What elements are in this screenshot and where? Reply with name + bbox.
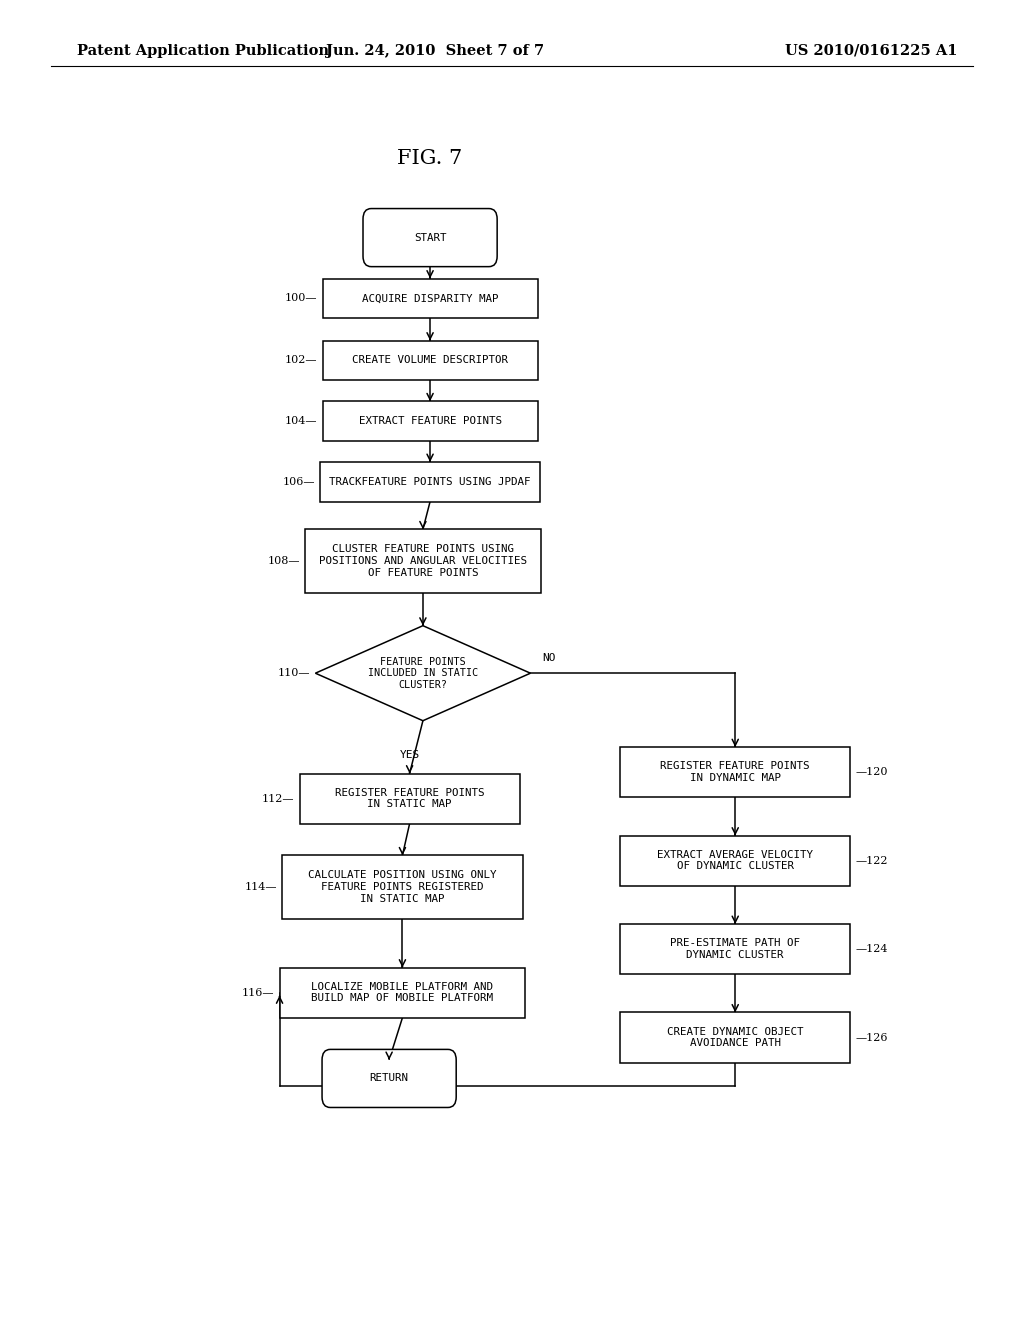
Text: 102—: 102—	[285, 355, 317, 366]
Text: —122: —122	[856, 855, 888, 866]
FancyBboxPatch shape	[323, 279, 538, 318]
FancyBboxPatch shape	[323, 401, 538, 441]
Text: 114—: 114—	[245, 882, 276, 892]
Text: Jun. 24, 2010  Sheet 7 of 7: Jun. 24, 2010 Sheet 7 of 7	[326, 44, 545, 58]
FancyBboxPatch shape	[620, 1012, 850, 1063]
FancyBboxPatch shape	[305, 529, 541, 593]
Text: EXTRACT AVERAGE VELOCITY
OF DYNAMIC CLUSTER: EXTRACT AVERAGE VELOCITY OF DYNAMIC CLUS…	[657, 850, 813, 871]
Text: REGISTER FEATURE POINTS
IN DYNAMIC MAP: REGISTER FEATURE POINTS IN DYNAMIC MAP	[660, 762, 810, 783]
Text: LOCALIZE MOBILE PLATFORM AND
BUILD MAP OF MOBILE PLATFORM: LOCALIZE MOBILE PLATFORM AND BUILD MAP O…	[311, 982, 494, 1003]
Text: YES: YES	[399, 750, 420, 760]
Text: 116—: 116—	[242, 987, 274, 998]
FancyBboxPatch shape	[362, 209, 498, 267]
Text: ACQUIRE DISPARITY MAP: ACQUIRE DISPARITY MAP	[361, 293, 499, 304]
FancyBboxPatch shape	[300, 774, 520, 824]
Text: START: START	[414, 232, 446, 243]
FancyBboxPatch shape	[322, 1049, 457, 1107]
Text: —120: —120	[856, 767, 888, 777]
FancyBboxPatch shape	[280, 968, 525, 1018]
FancyBboxPatch shape	[319, 462, 541, 502]
Text: CREATE VOLUME DESCRIPTOR: CREATE VOLUME DESCRIPTOR	[352, 355, 508, 366]
Text: RETURN: RETURN	[370, 1073, 409, 1084]
Text: Patent Application Publication: Patent Application Publication	[77, 44, 329, 58]
Text: TRACKFEATURE POINTS USING JPDAF: TRACKFEATURE POINTS USING JPDAF	[330, 477, 530, 487]
Text: 104—: 104—	[285, 416, 317, 426]
Text: 106—: 106—	[283, 477, 315, 487]
Text: 108—: 108—	[267, 556, 300, 566]
Polygon shape	[315, 626, 530, 721]
Text: CALCULATE POSITION USING ONLY
FEATURE POINTS REGISTERED
IN STATIC MAP: CALCULATE POSITION USING ONLY FEATURE PO…	[308, 870, 497, 904]
FancyBboxPatch shape	[620, 747, 850, 797]
Text: NO: NO	[543, 652, 556, 663]
Text: —124: —124	[856, 944, 888, 954]
Text: PRE-ESTIMATE PATH OF
DYNAMIC CLUSTER: PRE-ESTIMATE PATH OF DYNAMIC CLUSTER	[671, 939, 800, 960]
FancyBboxPatch shape	[620, 924, 850, 974]
Text: 100—: 100—	[285, 293, 317, 304]
Text: US 2010/0161225 A1: US 2010/0161225 A1	[785, 44, 957, 58]
FancyBboxPatch shape	[323, 341, 538, 380]
Text: —126: —126	[856, 1032, 888, 1043]
Text: CREATE DYNAMIC OBJECT
AVOIDANCE PATH: CREATE DYNAMIC OBJECT AVOIDANCE PATH	[667, 1027, 804, 1048]
Text: CLUSTER FEATURE POINTS USING
POSITIONS AND ANGULAR VELOCITIES
OF FEATURE POINTS: CLUSTER FEATURE POINTS USING POSITIONS A…	[318, 544, 527, 578]
Text: EXTRACT FEATURE POINTS: EXTRACT FEATURE POINTS	[358, 416, 502, 426]
Text: REGISTER FEATURE POINTS
IN STATIC MAP: REGISTER FEATURE POINTS IN STATIC MAP	[335, 788, 484, 809]
FancyBboxPatch shape	[283, 855, 522, 919]
FancyBboxPatch shape	[620, 836, 850, 886]
Text: 110—: 110—	[278, 668, 310, 678]
Text: FEATURE POINTS
INCLUDED IN STATIC
CLUSTER?: FEATURE POINTS INCLUDED IN STATIC CLUSTE…	[368, 656, 478, 690]
Text: FIG. 7: FIG. 7	[397, 149, 463, 168]
Text: 112—: 112—	[262, 793, 295, 804]
